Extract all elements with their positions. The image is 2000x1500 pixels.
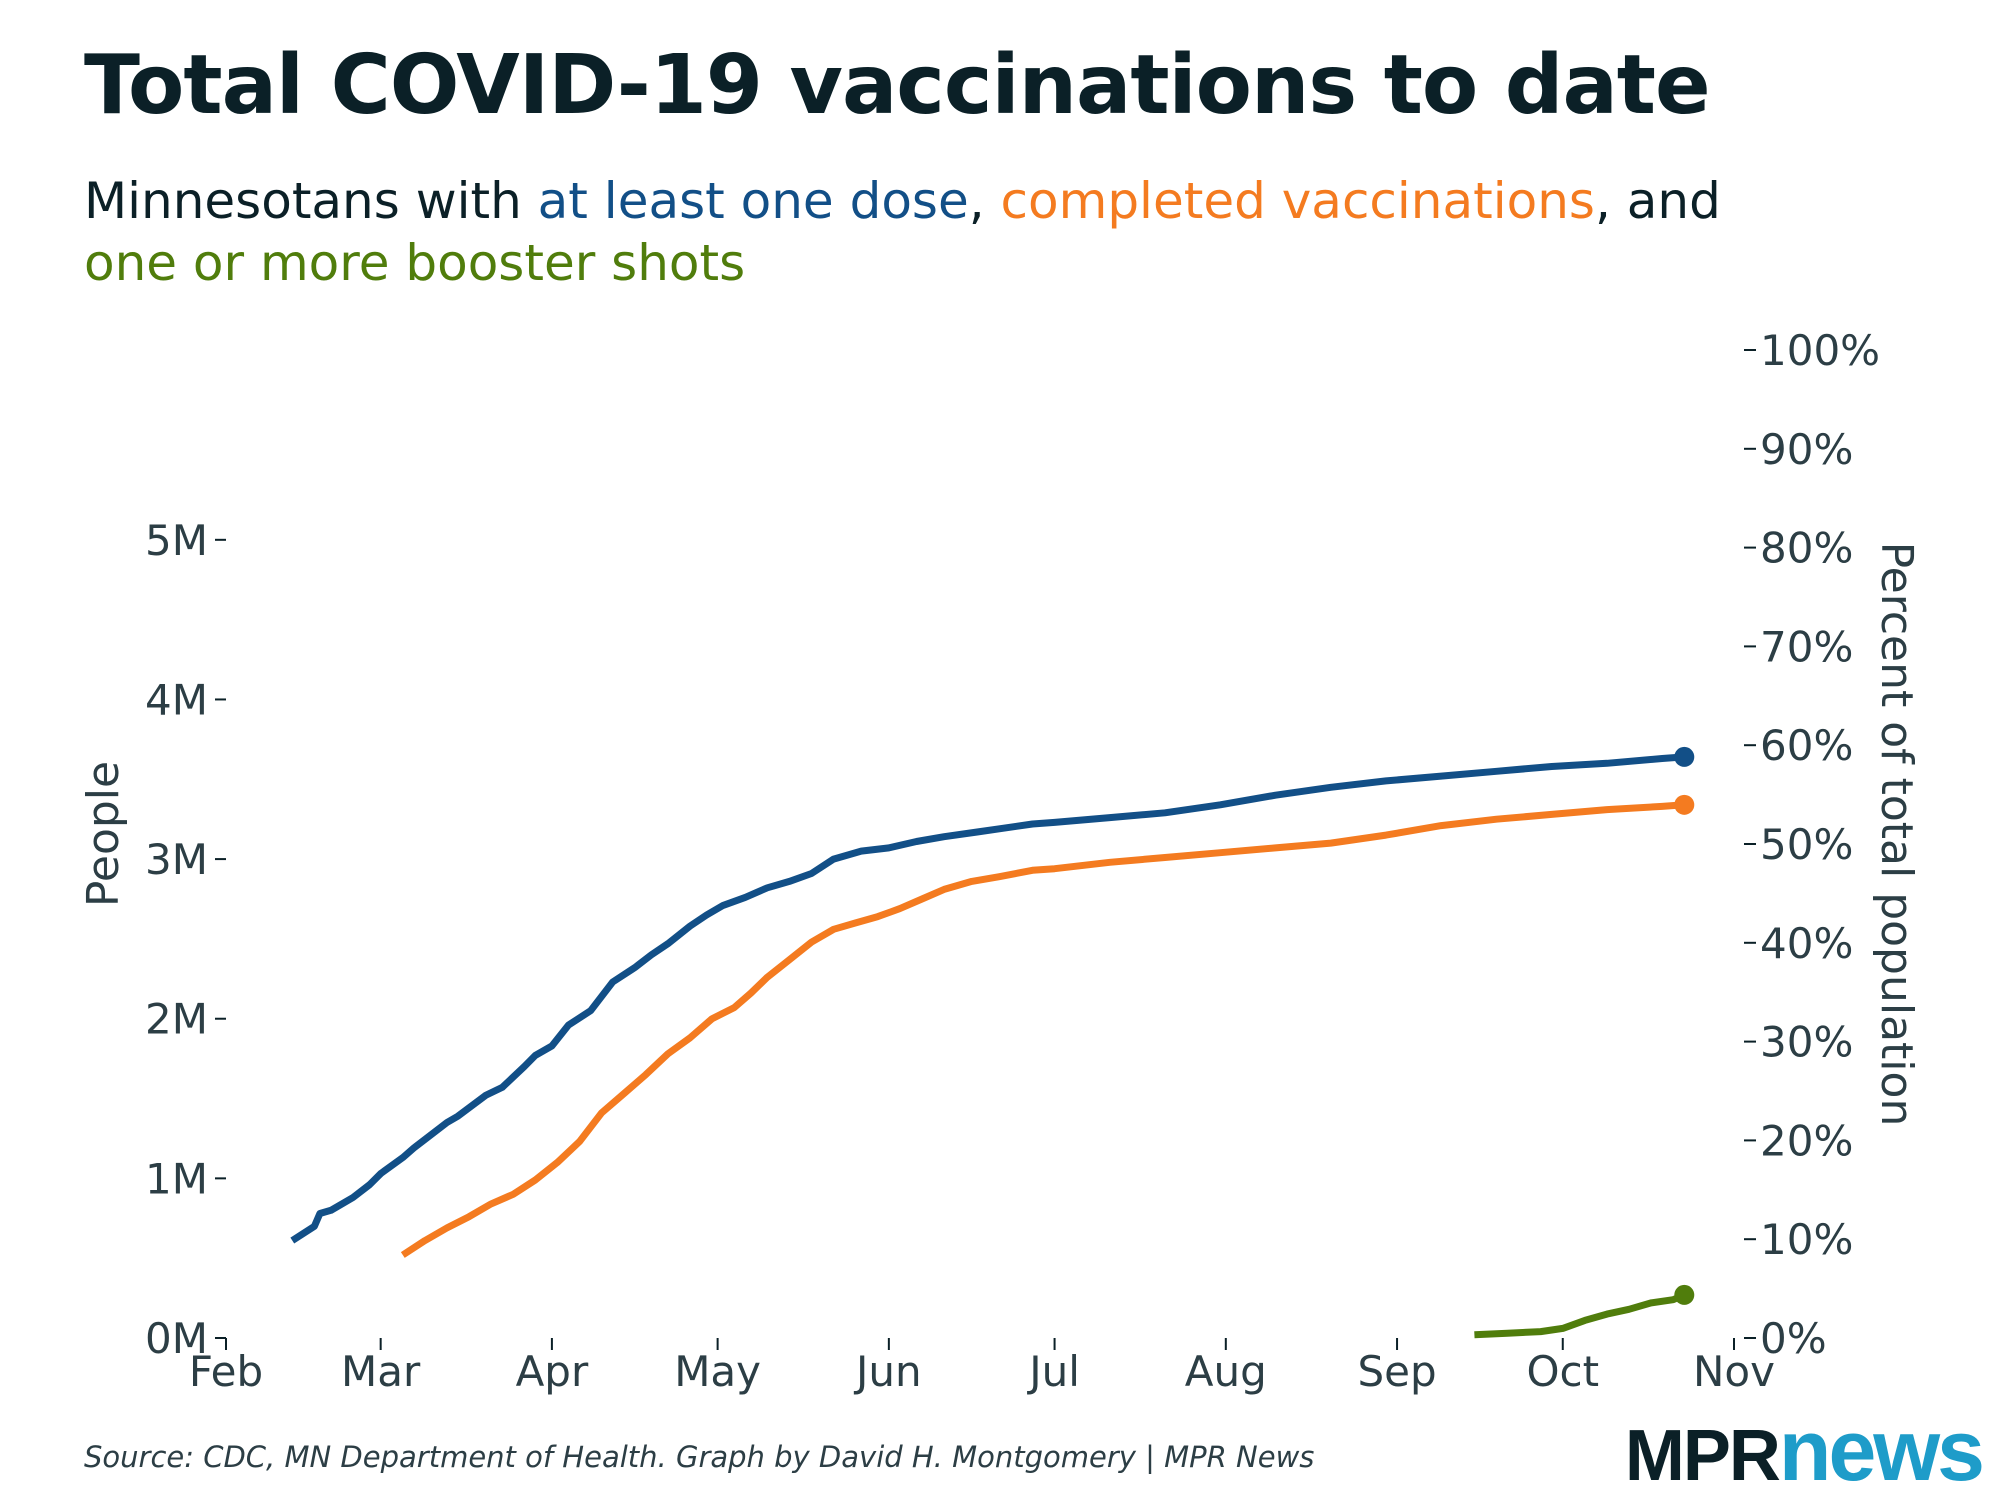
subtitle-dose-key: at least one dose <box>537 172 969 230</box>
y-tick-label: 3M <box>145 835 208 884</box>
y2-tick-label: 0% <box>1760 1314 1827 1363</box>
subtitle-prefix: Minnesotans with <box>84 172 538 230</box>
y2-tick-label: 20% <box>1760 1116 1853 1165</box>
x-tick-label: Feb <box>189 1347 263 1396</box>
logo-news-text: news <box>1778 1403 1985 1499</box>
series-line-completed-vaccinations <box>400 801 1685 1258</box>
series-layer <box>290 746 1695 1339</box>
logo-mpr-text: MPR <box>1624 1416 1781 1496</box>
x-tick-label: Jun <box>853 1347 922 1396</box>
y2-tick-label: 50% <box>1760 820 1853 869</box>
series-end-point-completed-vaccinations <box>1674 794 1695 815</box>
source-note: Source: CDC, MN Department of Health. Gr… <box>84 1440 1315 1474</box>
y-tick-label: 0M <box>145 1314 208 1363</box>
x-tick-label: Apr <box>516 1347 589 1396</box>
y2-tick-label: 40% <box>1760 919 1853 968</box>
series-line-one-or-more-booster-shots <box>1474 1291 1686 1339</box>
subtitle-completed-key: completed vaccinations <box>1000 172 1595 230</box>
x-tick-label: Sep <box>1357 1347 1436 1396</box>
y-tick-label: 4M <box>145 675 208 724</box>
y2-tick-label: 70% <box>1760 622 1853 671</box>
y-axis-left: 0M 1M 2M 3M 4M 5M <box>145 516 226 1363</box>
y-axis-title: People <box>78 761 129 907</box>
y-axis-right: 0% 10% 20% 30% 40% 50% 60% 70% 80% 90% 100% <box>1744 326 1880 1363</box>
x-tick-label: Oct <box>1526 1347 1599 1396</box>
x-axis: Feb Mar Apr May Jun Jul Aug Sep Oct Nov <box>189 1338 1775 1396</box>
y-tick-label: 5M <box>145 516 208 565</box>
mpr-news-logo: MPRnews <box>1624 1408 1985 1496</box>
chart-title: Total COVID-19 vaccinations to date <box>84 38 1711 133</box>
series-line-at-least-one-dose <box>290 753 1685 1244</box>
x-tick-label: Jul <box>1026 1347 1080 1396</box>
y2-tick-label: 30% <box>1760 1018 1853 1067</box>
series-end-point-at-least-one-dose <box>1674 746 1695 767</box>
subtitle-booster-key: one or more booster shots <box>84 234 746 292</box>
y2-axis-title: Percent of total population <box>1871 542 1922 1127</box>
y-tick-label: 2M <box>145 995 208 1044</box>
series-end-point-one-or-more-booster-shots <box>1674 1284 1695 1305</box>
y-tick-label: 1M <box>145 1154 208 1203</box>
x-tick-label: Aug <box>1185 1347 1267 1396</box>
x-tick-label: Nov <box>1693 1347 1775 1396</box>
chart-subtitle: Minnesotans with at least one dose, comp… <box>84 170 1864 294</box>
y2-tick-label: 10% <box>1760 1215 1853 1264</box>
subtitle-sep-2: , and <box>1594 172 1721 230</box>
subtitle-sep-1: , <box>968 172 1001 230</box>
y2-tick-label: 100% <box>1760 326 1880 375</box>
x-tick-label: Mar <box>341 1347 421 1396</box>
y2-tick-label: 60% <box>1760 721 1853 770</box>
y2-tick-label: 80% <box>1760 524 1853 573</box>
x-tick-label: May <box>674 1347 761 1396</box>
y2-tick-label: 90% <box>1760 425 1853 474</box>
